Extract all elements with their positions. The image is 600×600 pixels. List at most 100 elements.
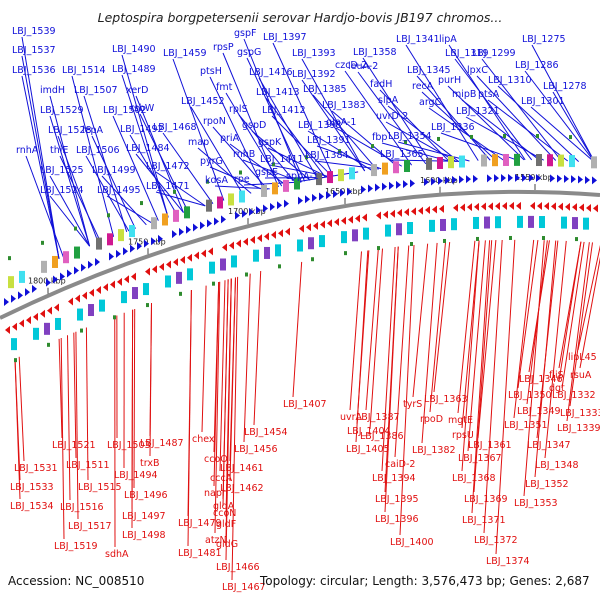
reverse-gene-label: gldF [216, 519, 236, 530]
forward-gene-label: pyrG [200, 156, 223, 167]
accession-text: Accession: NC_008510 [8, 574, 145, 588]
reverse-gene-label: LBJ_1467 [222, 582, 266, 593]
forward-gene-label: LBJ_1490 [112, 44, 156, 55]
forward-gene-label: LBJ_1345 [407, 65, 451, 76]
forward-gene-label: LBJ_1468 [153, 122, 197, 133]
forward-gene-label: fmt [216, 82, 233, 93]
forward-gene-label: LBJ_1383 [322, 100, 366, 111]
reverse-gene-label: LBJ_1400 [390, 537, 434, 548]
forward-gene-label: rpe [234, 174, 250, 185]
forward-gene-label: LBJ_1319 [445, 48, 489, 59]
reverse-gene-label: LBJ_1494 [114, 470, 158, 481]
reverse-gene-label: gldG [216, 539, 238, 550]
reverse-gene-label: ccoN [213, 508, 236, 519]
forward-gene-label: LBJ_1489 [112, 64, 156, 75]
forward-gene-label: glpA-1 [326, 117, 356, 128]
reverse-gene-label: LBJ_1461 [220, 463, 264, 474]
forward-gene-label: LBJ_1310 [488, 75, 532, 86]
forward-gene-label: rpoN [203, 116, 226, 127]
forward-gene-label: LBJ_1492 [120, 124, 164, 135]
forward-gene-label: LBJ_1472 [146, 161, 190, 172]
reverse-gene-label: mgtE [448, 415, 473, 426]
forward-gene-label: LBJ_1412 [262, 105, 306, 116]
reverse-gene-label: fliS [549, 370, 564, 381]
reverse-gene-label: lipL45 [568, 352, 597, 363]
gene-arrows [4, 173, 598, 335]
forward-gene-label: LBJ_1411 [260, 154, 304, 165]
forward-gene-label: LBJ_1413 [256, 87, 300, 98]
forward-gene-label: LBJ_1507 [74, 85, 118, 96]
reverse-gene-label: LBJ_1363 [424, 394, 468, 405]
forward-gene-label: xerD [126, 85, 148, 96]
reverse-gene-label: LBJ_1466 [216, 562, 260, 573]
forward-gene-label: LBJ_1514 [62, 65, 106, 76]
reverse-gene-label: LBJ_1372 [474, 535, 518, 546]
reverse-gene-label: LBJ_1479 [178, 518, 222, 529]
reverse-gene-label: LBJ_1374 [486, 556, 530, 567]
reverse-gene-label: LBJ_1351 [504, 420, 548, 431]
reverse-gene-label: LBJ_1332 [552, 390, 596, 401]
reverse-gene-label: LBJ_1511 [66, 460, 110, 471]
forward-gene-label: recA [412, 81, 434, 92]
forward-gene-label: slpA [378, 95, 399, 106]
reverse-gene-label: uvrA [340, 412, 363, 423]
forward-gene-label: LBJ_1528 [48, 125, 92, 136]
reverse-gene-label: dgt [549, 383, 565, 394]
reverse-gene-label: sdhA [105, 549, 129, 560]
forward-gene-label: LBJ_1321 [456, 106, 500, 117]
forward-gene-label: kdsA [205, 175, 228, 186]
forward-gene-label: LBJ_1278 [543, 81, 587, 92]
label-callouts [14, 36, 600, 581]
forward-gene-label: LBJ_1384 [305, 150, 349, 161]
forward-gene-label: sppA-1 [286, 171, 319, 182]
forward-gene-label: gspD [242, 120, 266, 131]
forward-gene-label: imdH [40, 85, 65, 96]
kbp-tick-label: 1650 kbp [325, 187, 363, 196]
reverse-gene-label: LBJ_1368 [452, 473, 496, 484]
forward-gene-label: LBJ_1495 [97, 185, 141, 196]
reverse-gene-label: LBJ_1533 [10, 482, 54, 493]
reverse-gene-label: LBJ_1348 [535, 460, 579, 471]
reverse-gene-label: LBJ_1462 [220, 483, 264, 494]
forward-gene-label: LBJ_1398 [298, 120, 342, 131]
forward-gene-label: LBJ_1529 [40, 105, 84, 116]
forward-gene-label: fadH [370, 79, 392, 90]
forward-gene-label: priA [220, 133, 240, 144]
forward-gene-label: gspK [258, 137, 282, 148]
forward-gene-label: gspF [234, 28, 256, 39]
reverse-gene-label: LBJ_1456 [234, 444, 278, 455]
forward-gene-label: fbp [372, 132, 387, 143]
kbp-tick-label: 1550 kbp [515, 173, 553, 182]
reverse-gene-label: LBJ_1387 [356, 412, 400, 423]
forward-gene-label: uvrD-2 [376, 111, 408, 122]
reverse-gene-label: LBJ_1519 [54, 541, 98, 552]
forward-gene-label: rnhB [233, 149, 255, 160]
reverse-gene-label: LBJ_1396 [375, 514, 419, 525]
forward-gene-label: rpsP [213, 42, 234, 53]
forward-gene-label: LBJ_1506 [76, 145, 120, 156]
forward-gene-label: LBJ_1524 [40, 185, 84, 196]
reverse-gene-label: LBJ_1405 [346, 444, 390, 455]
forward-gene-label: LBJ_1275 [522, 34, 566, 45]
reverse-gene-label: LBJ_1516 [60, 502, 104, 513]
forward-gene-label: czcD-2 [335, 60, 367, 71]
reverse-gene-label: LBJ_1521 [52, 440, 96, 451]
forward-gene-label: ptsA [478, 89, 500, 100]
forward-gene-label: LBJ_1525 [40, 165, 84, 176]
reverse-gene-label: LBJ_1339 [557, 423, 600, 434]
reverse-gene-label: LBJ_1361 [468, 440, 512, 451]
feature-tracks [8, 133, 597, 363]
forward-gene-label: LBJ_1537 [12, 45, 56, 56]
reverse-gene-label: cccA [210, 473, 233, 484]
forward-gene-label: LBJ_1484 [126, 143, 170, 154]
forward-gene-label: LBJ_1336 [431, 122, 475, 133]
reverse-gene-label: LBJ_1386 [360, 431, 404, 442]
reverse-gene-label: LBJ_1515 [78, 482, 122, 493]
reverse-gene-label: trxB [140, 458, 160, 469]
reverse-gene-label: naph [204, 488, 228, 499]
forward-gene-label: LBJ_1286 [515, 60, 559, 71]
chromosome-backbone [0, 189, 600, 320]
forward-gene-label: LBJ_1392 [292, 69, 336, 80]
forward-gene-label: LBJ_1452 [181, 96, 225, 107]
forward-gene-label: LBJ_1393 [292, 48, 336, 59]
